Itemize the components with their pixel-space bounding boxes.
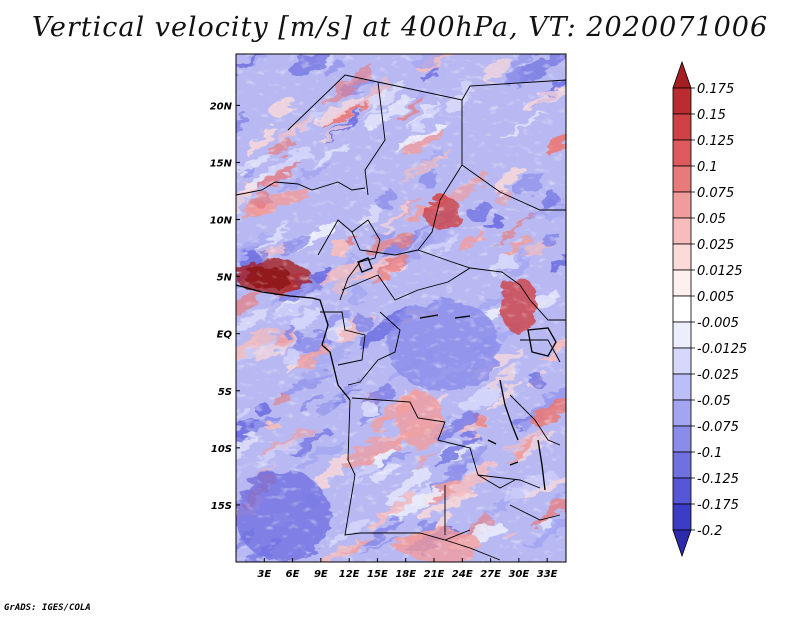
border-congo — [347, 311, 401, 386]
coastlines-lakes — [236, 257, 557, 491]
colorbar-swatch — [672, 217, 692, 245]
colorbar-swatch — [672, 451, 692, 479]
country-borders — [236, 74, 566, 561]
colorbar-label: -0.005 — [697, 316, 739, 331]
x-tick-label: 3E — [257, 569, 271, 580]
colorbar-label: -0.05 — [697, 394, 731, 409]
colorbar-label: 0.0125 — [697, 264, 743, 279]
border-gabon — [320, 311, 366, 366]
border-ethiopia — [461, 164, 566, 211]
border-tanzania — [509, 394, 561, 446]
grads-credit: GrADS: IGES/COLA — [4, 603, 91, 613]
colorbar-swatch — [672, 373, 692, 401]
border-angola — [344, 399, 471, 541]
speckle-texture — [236, 54, 566, 562]
colorbar-swatch — [672, 347, 692, 375]
colorbar-swatch — [672, 243, 692, 271]
colorbar-swatch — [672, 529, 692, 558]
colorbar-swatch — [672, 165, 692, 193]
colorbar-swatch — [672, 113, 692, 141]
border-car — [341, 267, 471, 301]
coast-gulf-of-guinea — [236, 284, 351, 401]
x-tick-label: 6E — [286, 569, 300, 580]
map-field — [236, 54, 566, 562]
colorbar-label: 0.15 — [697, 108, 726, 123]
colorbar-label: 0.175 — [697, 82, 734, 97]
border-cameroon-chad — [351, 231, 419, 256]
colorbar-swatch — [672, 477, 692, 505]
border-zambia — [444, 474, 541, 535]
colorbar-swatch — [672, 295, 692, 323]
map-frame — [235, 53, 567, 563]
colorbar-label: 0.05 — [697, 212, 726, 227]
y-tick-label: EQ — [217, 330, 233, 341]
colorbar-label: -0.075 — [697, 420, 739, 435]
x-tick-label: 9E — [314, 569, 328, 580]
x-tick-label: 12E — [339, 569, 360, 580]
colorbar-swatch — [672, 503, 692, 531]
border-libya-egypt — [377, 79, 566, 101]
x-tick-label: 24E — [452, 569, 473, 580]
y-tick-label: 5N — [217, 273, 233, 284]
colorbar-label: -0.175 — [697, 498, 739, 513]
x-tick-label: 18E — [395, 569, 416, 580]
colorbar-label: -0.2 — [697, 524, 722, 539]
colorbar-swatch — [672, 269, 692, 297]
colorbar-swatch — [672, 425, 692, 453]
x-tick-label: 30E — [508, 569, 529, 580]
colorbar-swatch — [672, 60, 692, 89]
colorbar-label: -0.025 — [697, 368, 739, 383]
border-nigeria-cameroon — [317, 219, 381, 301]
lake-malawi — [537, 439, 546, 491]
colorbar-label: -0.125 — [697, 472, 739, 487]
lake-victoria — [527, 327, 557, 357]
x-tick-label: 33E — [537, 569, 558, 580]
lake-tanganyika — [499, 379, 519, 441]
y-tick-label: 15S — [211, 501, 232, 512]
colorbar-label: 0.125 — [697, 134, 734, 149]
colorbar-label: 0.005 — [697, 290, 734, 305]
colorbar: 0.175 0.15 0.125 0.1 0.075 0.05 0.025 0.0125 0.0… — [672, 60, 747, 558]
colorbar-label: -0.0125 — [697, 342, 747, 357]
x-tick-label: 15E — [367, 569, 388, 580]
colorbar-swatch — [672, 321, 692, 349]
x-axis-longitude: 3E 6E 9E 12E 15E 18E 21E 24E 27E 30E 33E — [257, 558, 558, 580]
y-tick-label: 5S — [218, 387, 232, 398]
y-tick-label: 15N — [210, 158, 233, 169]
x-tick-label: 27E — [480, 569, 501, 580]
colorbar-swatch — [672, 87, 692, 115]
colorbar-swatch — [672, 191, 692, 219]
border-drc-south — [351, 397, 516, 489]
congo-river-reaches — [419, 314, 519, 466]
y-tick-label: 20N — [210, 101, 233, 112]
chart-title: Vertical velocity [m/s] at 400hPa, VT: 2… — [31, 12, 769, 43]
x-tick-label: 21E — [424, 569, 445, 580]
colorbar-label: 0.075 — [697, 186, 734, 201]
border-namibia-botswana — [444, 504, 561, 561]
colorbar-label: 0.1 — [697, 160, 718, 175]
colorbar-label: 0.025 — [697, 238, 734, 253]
lake-chad — [357, 257, 373, 273]
colorbar-swatch — [672, 399, 692, 427]
colorbar-label: -0.1 — [697, 446, 722, 461]
border-sudan-west — [417, 100, 463, 251]
y-tick-label: 10S — [211, 444, 232, 455]
border-west-africa — [236, 181, 366, 196]
y-axis-latitude: 20N 15N 10N 5N EQ 5S 10S 15S — [210, 101, 240, 512]
border-niger-chad — [287, 74, 386, 196]
colorbar-swatch — [672, 139, 692, 167]
y-tick-label: 10N — [210, 216, 233, 227]
